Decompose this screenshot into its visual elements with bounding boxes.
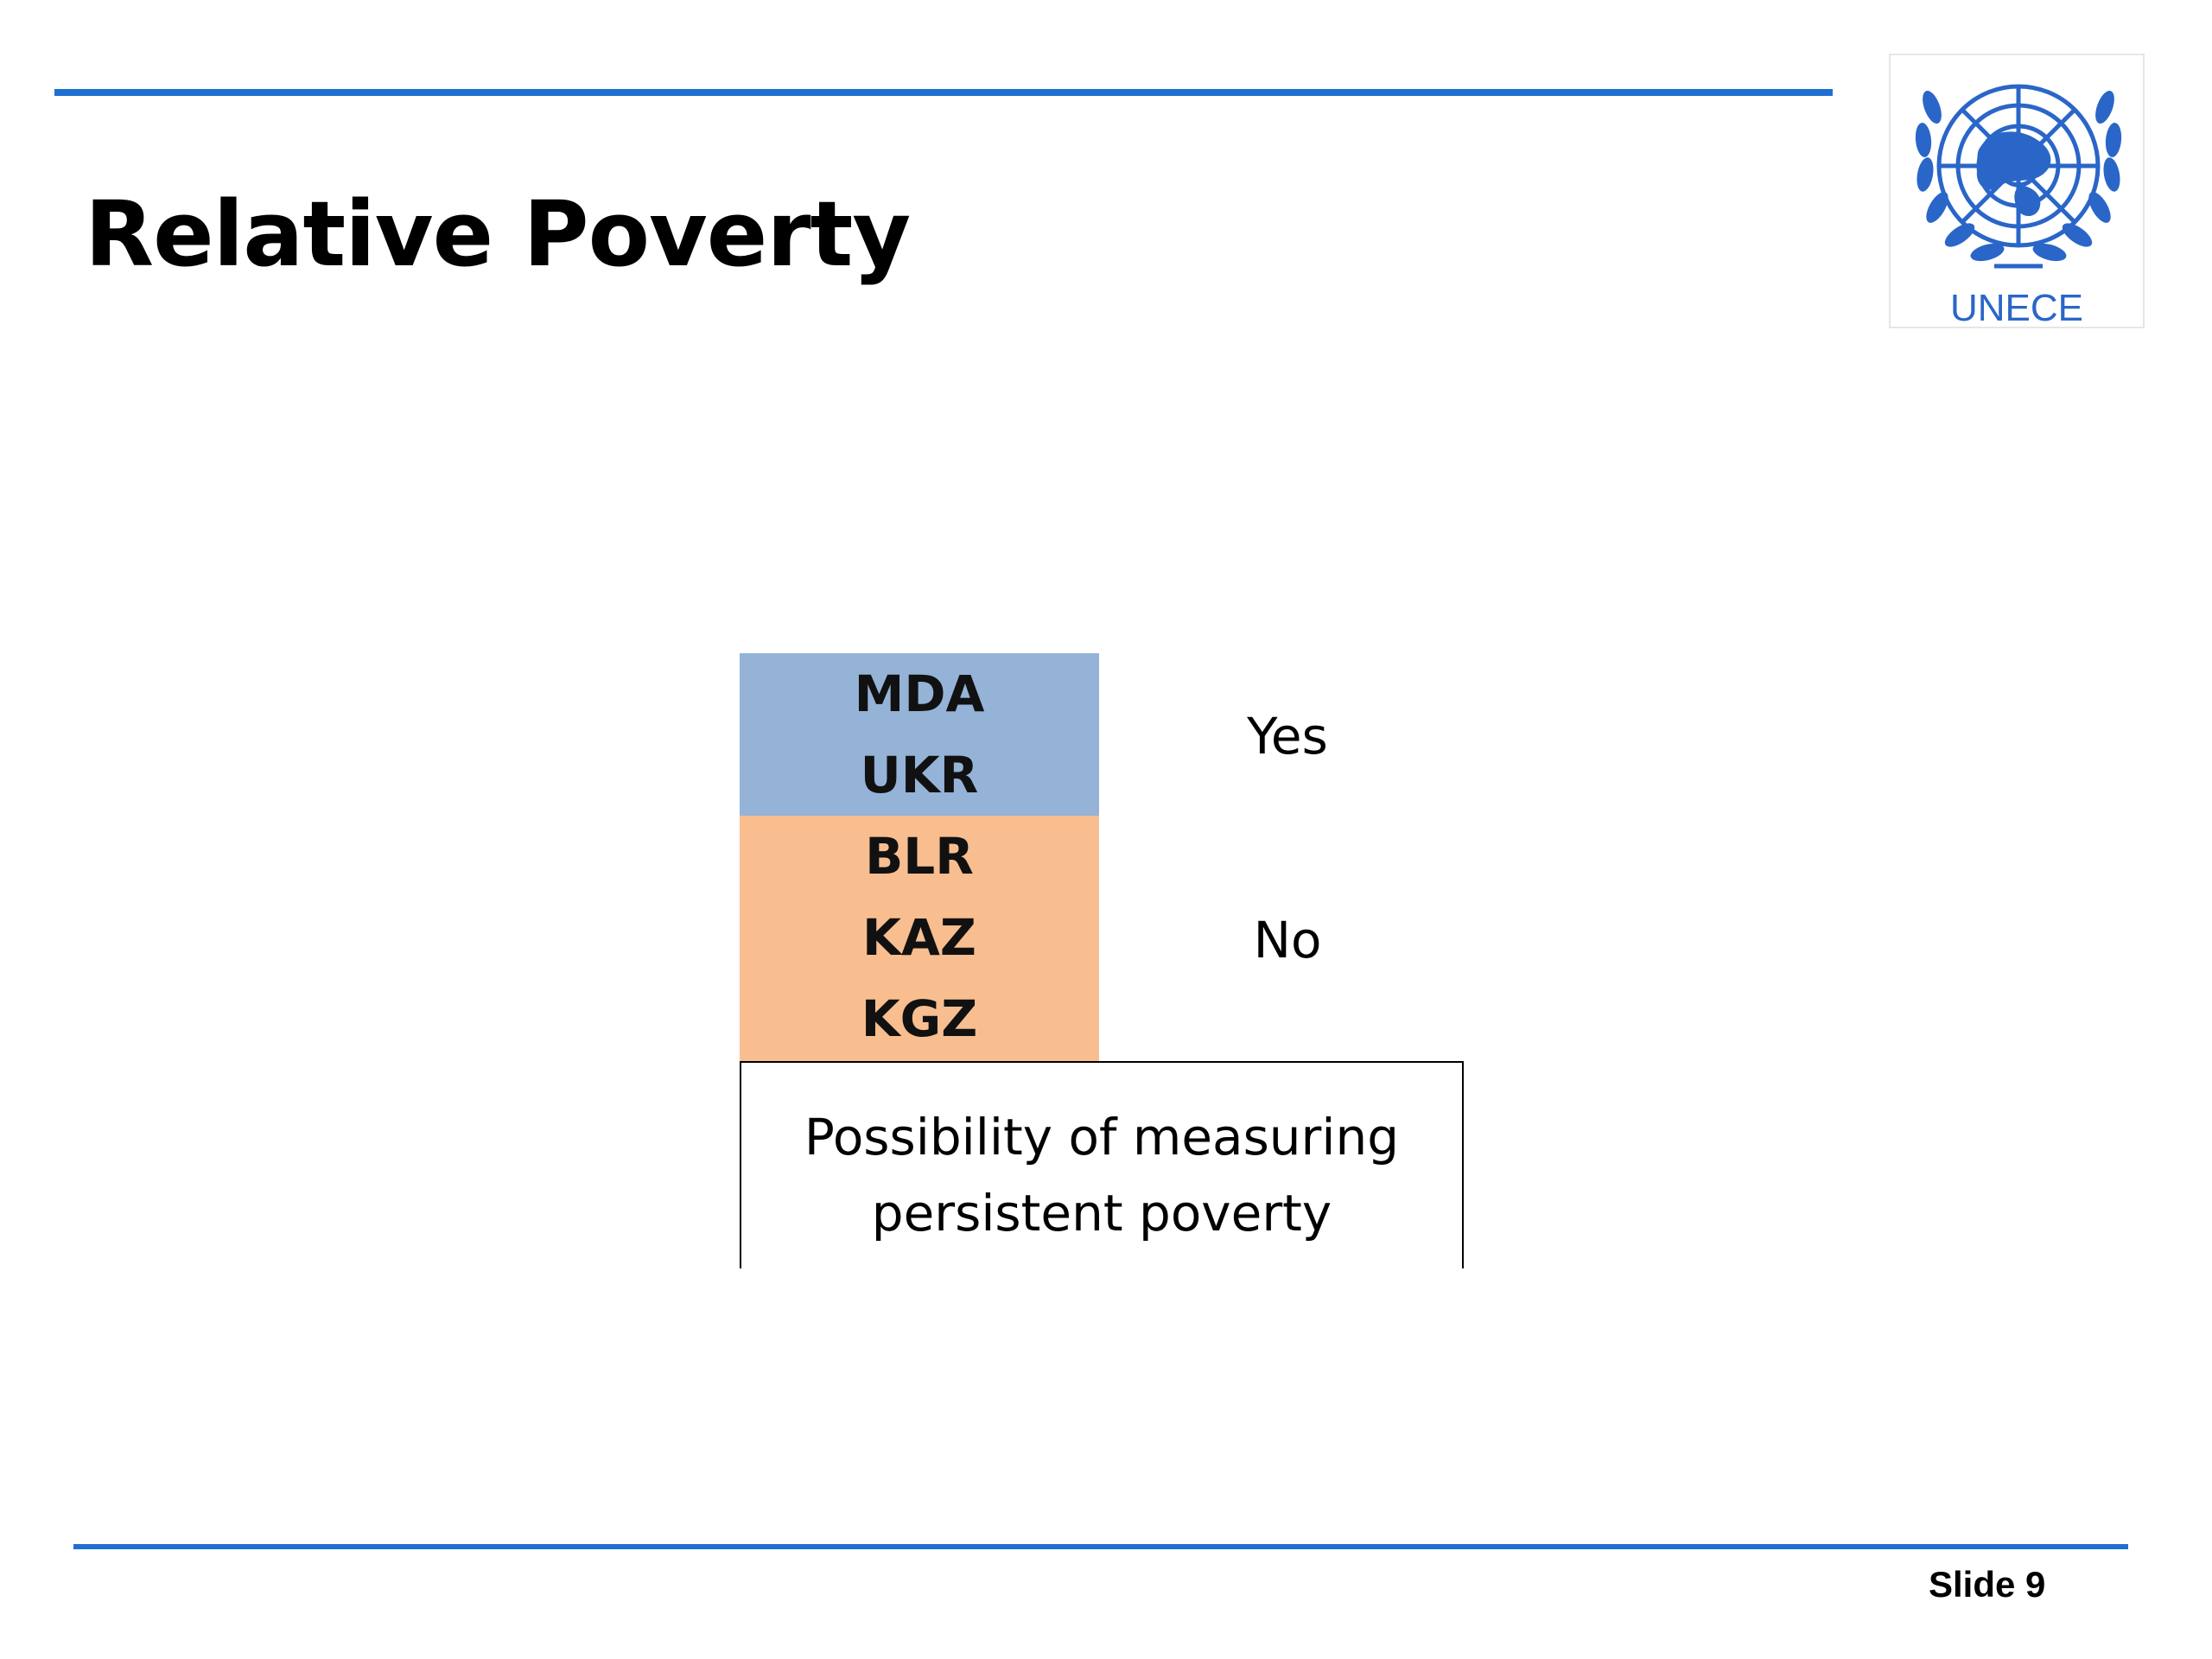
bottom-divider: [73, 1544, 2128, 1549]
country-label: KGZ: [861, 989, 978, 1048]
answer-no: No: [1253, 911, 1322, 969]
unece-logo: UNECE: [1889, 54, 2145, 329]
logo-text: UNECE: [1949, 287, 2084, 329]
caption-box: Possibility of measuring persistent pove…: [740, 1061, 1464, 1268]
caption-text: Possibility of measuring persistent pove…: [804, 1108, 1400, 1243]
top-divider: [54, 89, 1833, 96]
country-label: UKR: [860, 746, 979, 804]
answer-yes: Yes: [1247, 707, 1328, 766]
group-no-block: BLR KAZ KGZ: [740, 816, 1099, 1061]
un-emblem-icon: [1915, 84, 2122, 269]
country-label: MDA: [854, 664, 985, 723]
slide-number: Slide 9: [1929, 1564, 2046, 1605]
slide-title: Relative Poverty: [85, 181, 911, 287]
country-label: KAZ: [862, 908, 976, 967]
country-label: BLR: [865, 827, 974, 886]
group-yes-block: MDA UKR: [740, 653, 1099, 816]
